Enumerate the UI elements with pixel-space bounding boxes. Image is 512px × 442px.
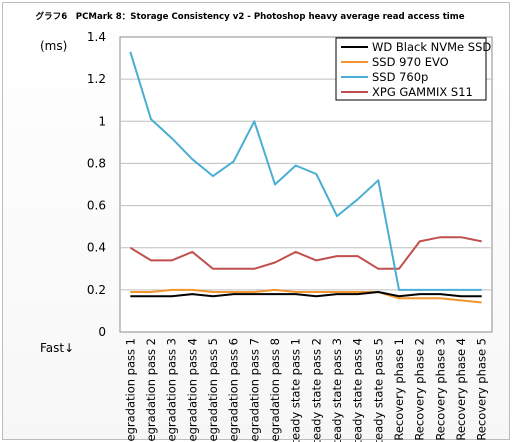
x-tick-label: Degradation pass 3 (165, 338, 179, 442)
x-tick-label: Recovery phase 3 (433, 338, 447, 441)
x-tick-label: Degradation pass 5 (206, 338, 220, 442)
x-tick-label: Degradation pass 7 (247, 338, 261, 442)
x-tick-label: Degradation pass 1 (123, 338, 137, 442)
y-tick-label: 0 (98, 325, 106, 339)
x-tick-label: Steady state pass 3 (330, 338, 344, 442)
x-tick-label: Steady state pass 1 (289, 338, 303, 442)
legend-label: WD Black NVMe SSD (372, 40, 491, 54)
x-tick-label: Recovery phase 2 (413, 338, 427, 441)
y-axis-label: (ms) (40, 39, 67, 53)
series-line (130, 288, 482, 304)
x-tick-label: Steady state pass 5 (371, 338, 385, 442)
x-tick-label: Recovery phase 4 (454, 338, 468, 441)
legend-label: SSD 970 EVO (372, 55, 449, 69)
x-tick-label: Recovery phase 1 (392, 338, 406, 441)
x-axis-ticks: Degradation pass 1 Degradation pass 2 Degr… (123, 338, 488, 442)
x-tick-label: Degradation pass 4 (185, 338, 199, 442)
legend-label: SSD 760p (372, 70, 428, 84)
y-axis-ticks: 0 0.2 0.4 0.6 0.8 1 1.2 1.4 (87, 30, 106, 339)
legend-label: XPG GAMMIX S11 (372, 85, 473, 99)
fast-note: Fast↓ (40, 341, 74, 355)
series-line (130, 291, 482, 298)
y-tick-label: 0.4 (87, 241, 106, 255)
x-tick-label: Degradation pass 8 (268, 338, 282, 442)
chart-title: グラフ6 PCMark 8：Storage Consistency v2 - P… (35, 10, 464, 22)
y-tick-label: 0.8 (87, 156, 106, 170)
x-tick-label: Degradation pass 6 (227, 338, 241, 442)
series-line (129, 51, 482, 291)
x-tick-label: Recovery phase 5 (475, 338, 489, 441)
y-tick-label: 1.4 (87, 30, 106, 44)
y-tick-label: 0.2 (87, 283, 106, 297)
y-tick-label: 1.2 (87, 72, 106, 86)
x-tick-label: Degradation pass 2 (144, 338, 158, 442)
series-line (129, 236, 482, 270)
series-lines (129, 51, 482, 304)
x-tick-label: Steady state pass 2 (309, 338, 323, 442)
y-tick-label: 1 (98, 114, 106, 128)
y-tick-label: 0.6 (87, 199, 106, 213)
x-tick-label: Steady state pass 4 (351, 338, 365, 442)
legend-box (335, 37, 487, 101)
